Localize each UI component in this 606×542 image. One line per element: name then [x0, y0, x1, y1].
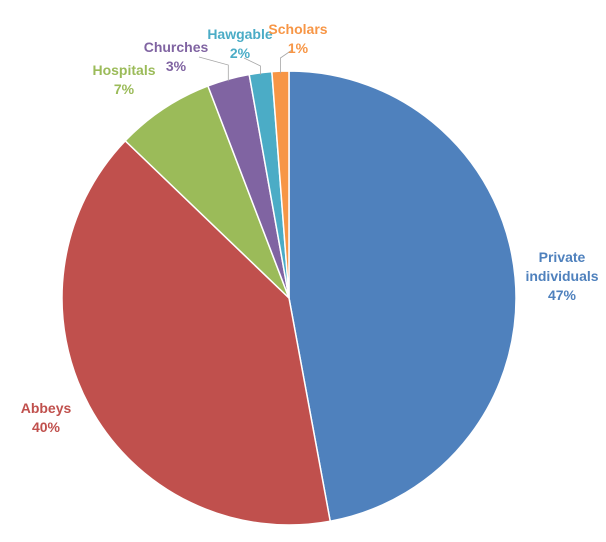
pie-slice-private-individuals	[288, 70, 517, 523]
data-label-name: Abbeys	[21, 400, 72, 416]
data-label-name: individuals	[525, 268, 598, 284]
data-label-value: 3%	[166, 58, 187, 74]
data-label-name: Private	[539, 249, 586, 265]
data-label-scholars: Scholars 1%	[268, 21, 327, 56]
data-label-churches: Churches 3%	[144, 39, 209, 74]
data-label-value: 7%	[114, 81, 135, 97]
data-label-hawgable: Hawgable 2%	[207, 26, 273, 61]
data-label-value: 47%	[548, 287, 577, 303]
data-label-name: Hawgable	[207, 26, 273, 42]
data-label-value: 2%	[230, 45, 251, 61]
data-label-name: Churches	[144, 39, 209, 55]
data-label-private-individuals: Private individuals 47%	[525, 249, 598, 303]
slices-layer	[61, 70, 517, 526]
data-label-value: 1%	[288, 40, 309, 56]
data-label-name: Scholars	[268, 21, 327, 37]
leader-lines-layer	[198, 49, 293, 82]
data-label-name: Hospitals	[92, 62, 155, 78]
leader-line-scholars	[279, 49, 293, 74]
labels-layer: Private individuals 47% Abbeys 40% Hospitals 7…	[21, 21, 599, 435]
data-label-value: 40%	[32, 419, 61, 435]
leader-line-churches	[198, 56, 229, 82]
data-label-hospitals: Hospitals 7%	[92, 62, 155, 97]
data-label-abbeys: Abbeys 40%	[21, 400, 72, 435]
leader-line-hawgable	[243, 57, 261, 75]
pie-slice-abbeys	[61, 139, 332, 526]
